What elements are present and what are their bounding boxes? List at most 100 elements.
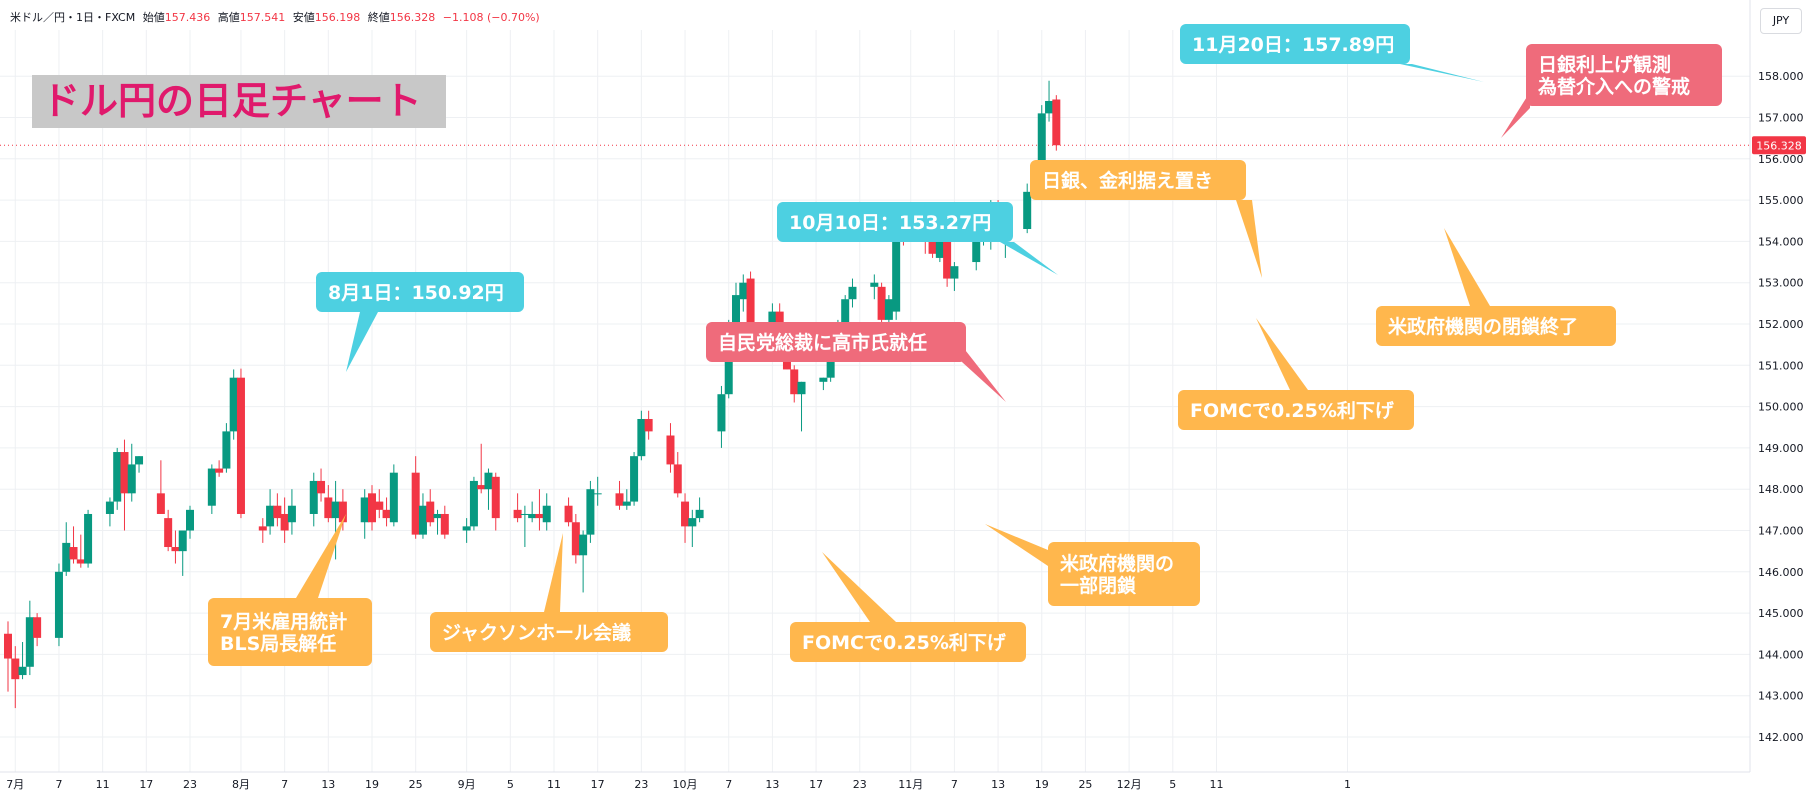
- candle: [222, 423, 231, 473]
- price-tick-label: 158.000: [1758, 70, 1804, 83]
- candle-body: [236, 377, 245, 514]
- candle: [637, 410, 646, 461]
- callout-pointer: [296, 514, 346, 598]
- time-tick-label: 8月: [232, 778, 250, 791]
- candle-body: [317, 480, 326, 494]
- candle-body: [477, 485, 486, 490]
- callout-box: [1178, 390, 1414, 430]
- callout-box: [1180, 24, 1410, 64]
- candle-body: [360, 497, 369, 523]
- candle-body: [171, 547, 180, 552]
- last-price-label: 156.328: [1756, 139, 1802, 152]
- candle: [520, 505, 529, 548]
- candle-body: [178, 530, 187, 552]
- candle-body: [681, 501, 690, 527]
- candle-body: [950, 266, 959, 279]
- candle: [542, 493, 551, 531]
- candle-body: [615, 493, 624, 506]
- time-tick-label: 17: [809, 778, 823, 791]
- candle: [135, 456, 144, 473]
- callout-pointer: [985, 524, 1048, 566]
- candle-body: [564, 505, 573, 523]
- last-price-badge: [1752, 136, 1806, 155]
- price-tick-label: 144.000: [1758, 648, 1804, 661]
- time-tick-label: 7月: [6, 778, 24, 791]
- candle: [1045, 80, 1054, 122]
- candle: [950, 262, 959, 291]
- candle-body: [418, 505, 427, 535]
- candle: [389, 464, 398, 527]
- chart-title: ドル円の日足チャート: [32, 75, 446, 128]
- candle-body: [375, 501, 384, 510]
- candle: [593, 476, 602, 506]
- candle-body: [426, 501, 435, 523]
- low-label: 安値: [292, 11, 315, 24]
- time-tick-label: 25: [409, 778, 423, 791]
- candle: [382, 497, 391, 527]
- time-tick-label: 13: [765, 778, 779, 791]
- chart-header: 米ドル／円・1日・FXCM 始値157.436 高値157.541 安値156.…: [10, 9, 540, 25]
- candle: [266, 489, 275, 535]
- candle-body: [25, 617, 34, 667]
- candle: [673, 452, 682, 498]
- callout-box: [1048, 542, 1200, 606]
- callout-box: [316, 272, 524, 312]
- candle: [411, 456, 420, 539]
- candle-body: [819, 377, 828, 382]
- candle-body: [892, 237, 901, 312]
- candle-body: [113, 452, 122, 502]
- candle-body: [368, 493, 376, 523]
- close-label: 終値: [367, 11, 390, 24]
- candle: [433, 509, 442, 535]
- price-tick-label: 151.000: [1758, 359, 1804, 372]
- candle-body: [207, 468, 216, 506]
- time-tick-label: 5: [507, 778, 514, 791]
- callout-text: 日銀、金利据え置き: [1042, 169, 1213, 192]
- candle: [469, 476, 478, 531]
- time-tick-label: 19: [365, 778, 379, 791]
- currency-button[interactable]: JPY: [1760, 8, 1802, 34]
- candle-body: [528, 513, 537, 519]
- candle-body: [1045, 100, 1054, 114]
- candle: [258, 518, 267, 543]
- candle: [586, 480, 595, 543]
- candle: [797, 381, 806, 432]
- candle: [215, 460, 224, 477]
- price-tick-label: 155.000: [1758, 194, 1804, 207]
- candle-body: [229, 377, 238, 432]
- annotation-callout: 自民党総裁に高市氏就任: [706, 322, 1006, 402]
- time-tick-label: 13: [321, 778, 335, 791]
- price-tick-label: 150.000: [1758, 401, 1804, 414]
- candle-body: [593, 493, 602, 495]
- candle-body: [287, 505, 296, 523]
- candle: [528, 501, 537, 523]
- price-tick-label: 142.000: [1758, 731, 1804, 744]
- callout-pointer: [1256, 318, 1308, 390]
- open-label: 始値: [142, 11, 165, 24]
- price-tick-label: 146.000: [1758, 566, 1804, 579]
- time-tick-label: 23: [853, 778, 867, 791]
- candle: [571, 513, 580, 564]
- candle: [491, 472, 500, 531]
- candle: [564, 497, 573, 527]
- callout-text: FOMCで0.25%利下げ: [802, 632, 1007, 654]
- callout-pointer: [1400, 64, 1484, 82]
- candle: [33, 613, 42, 647]
- candle-body: [258, 526, 267, 531]
- candle-body: [69, 547, 78, 560]
- candle-body: [156, 493, 165, 514]
- callout-text: 11月20日：157.89円: [1192, 34, 1394, 56]
- close-value: 156.328: [389, 11, 436, 24]
- time-tick-label: 7: [725, 778, 732, 791]
- price-axis: 142.000 143.000 144.000 145.000 146.000 147.0…: [1758, 70, 1804, 744]
- candle: [113, 447, 122, 510]
- candle: [666, 423, 675, 473]
- annotation-callout: FOMCで0.25%利下げ: [790, 552, 1026, 662]
- time-tick-label: 7: [281, 778, 288, 791]
- candle-body: [695, 509, 704, 519]
- callout-box: [777, 202, 1013, 242]
- callout-pointer: [1236, 200, 1262, 278]
- candle: [25, 600, 34, 676]
- candle: [229, 369, 238, 440]
